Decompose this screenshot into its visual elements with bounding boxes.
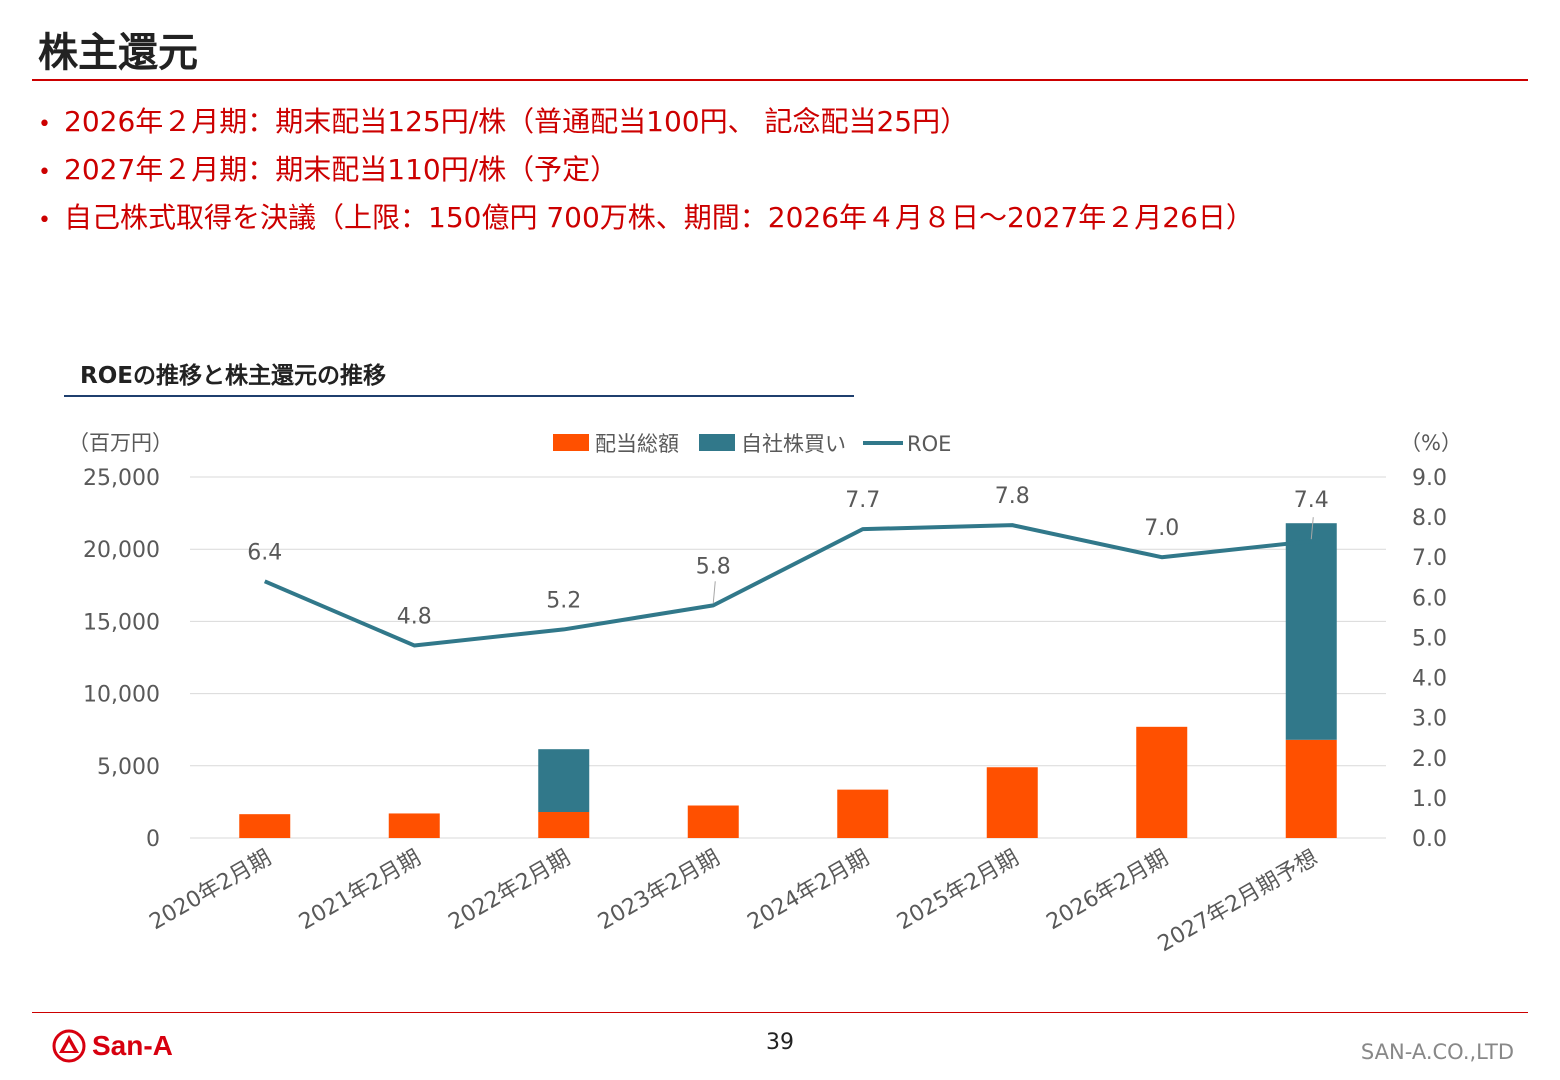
- roe-data-label: 5.2: [546, 588, 581, 613]
- bullet-text: 自己株式取得を決議（上限：150億円 700万株、期間：2026年４月８日～20…: [64, 201, 1254, 234]
- y-right-tick-label: 3.0: [1412, 707, 1447, 732]
- x-tick-label: 2023年2月期: [594, 846, 724, 936]
- roe-data-label: 6.4: [247, 540, 282, 565]
- title-divider: [32, 79, 1528, 81]
- y-right-tick-label: 6.0: [1412, 586, 1447, 611]
- x-tick-label: 2024年2月期: [743, 846, 873, 936]
- bar-dividend: [1285, 739, 1337, 838]
- bullet-item: • 2027年２月期：期末配当110円/株（予定）: [38, 148, 1254, 196]
- y-left-unit-label: （百万円）: [68, 431, 173, 455]
- company-logo: San-A: [52, 1028, 173, 1064]
- legend-label: ROE: [907, 432, 951, 456]
- y-left-tick-label: 5,000: [97, 755, 160, 780]
- legend-label: 配当総額: [595, 432, 679, 456]
- legend-label: 自社株買い: [741, 432, 846, 456]
- y-right-tick-label: 5.0: [1412, 626, 1447, 651]
- bullet-symbol: •: [38, 112, 51, 137]
- y-right-tick-label: 8.0: [1412, 506, 1447, 531]
- roe-label-leader: [712, 581, 716, 604]
- bar-dividend: [538, 812, 590, 838]
- bullet-item: • 2026年２月期：期末配当125円/株（普通配当100円、 記念配当25円）: [38, 100, 1254, 148]
- roe-data-label: 4.8: [397, 604, 432, 629]
- y-right-unit-label: （%）: [1400, 431, 1462, 455]
- legend-swatch: [553, 434, 589, 451]
- roe-data-label: 7.0: [1144, 516, 1179, 541]
- y-left-tick-label: 10,000: [83, 683, 160, 708]
- bullet-text: 2026年２月期：期末配当125円/株（普通配当100円、 記念配当25円）: [64, 105, 969, 138]
- company-name: SAN-A.CO.,LTD: [1360, 1040, 1514, 1064]
- chart-title-divider: [64, 395, 854, 397]
- roe-data-label: 7.4: [1294, 488, 1329, 513]
- x-tick-label: 2025年2月期: [893, 846, 1023, 936]
- roe-label-leader: [1310, 517, 1314, 540]
- bar-dividend: [687, 805, 739, 838]
- roe-data-label: 5.8: [696, 554, 731, 579]
- x-tick-label: 2026年2月期: [1042, 846, 1172, 936]
- roe-data-label: 7.8: [995, 484, 1030, 509]
- bar-dividend: [388, 813, 440, 838]
- y-left-tick-label: 25,000: [83, 466, 160, 491]
- y-left-tick-label: 15,000: [83, 610, 160, 635]
- bullet-list: • 2026年２月期：期末配当125円/株（普通配当100円、 記念配当25円） …: [38, 100, 1254, 244]
- bar-buyback: [538, 749, 590, 813]
- y-right-tick-label: 4.0: [1412, 667, 1447, 692]
- bullet-item: • 自己株式取得を決議（上限：150億円 700万株、期間：2026年４月８日～2…: [38, 196, 1254, 244]
- chart-title: ROEの推移と株主還元の推移: [80, 363, 386, 389]
- bar-dividend: [1136, 726, 1188, 838]
- x-tick-label: 2022年2月期: [444, 846, 574, 936]
- y-left-tick-label: 0: [146, 827, 160, 852]
- logo-mark-icon: [52, 1029, 86, 1063]
- y-right-tick-label: 1.0: [1412, 787, 1447, 812]
- logo-wordmark: San-A: [92, 1030, 173, 1061]
- bullet-symbol: •: [38, 160, 51, 185]
- y-right-tick-label: 2.0: [1412, 747, 1447, 772]
- bar-dividend: [239, 814, 291, 838]
- roe-data-label: 7.7: [845, 488, 880, 513]
- roe-line: [263, 523, 1312, 648]
- y-right-tick-label: 7.0: [1412, 546, 1447, 571]
- y-right-tick-label: 9.0: [1412, 466, 1447, 491]
- bar-dividend: [837, 789, 889, 838]
- bar-dividend: [986, 767, 1038, 838]
- y-left-tick-label: 20,000: [83, 538, 160, 563]
- bullet-symbol: •: [38, 208, 51, 233]
- page-number: 39: [766, 1030, 794, 1055]
- bar-buyback: [1285, 523, 1337, 740]
- page-title: 株主還元: [38, 30, 198, 76]
- bullet-text: 2027年２月期：期末配当110円/株（予定）: [64, 153, 619, 186]
- x-tick-label: 2020年2月期: [145, 846, 275, 936]
- legend-swatch: [699, 434, 735, 451]
- x-tick-label: 2021年2月期: [295, 846, 425, 936]
- y-right-tick-label: 0.0: [1412, 827, 1447, 852]
- x-tick-label: 2027年2月期予想: [1154, 846, 1322, 958]
- footer-divider: [32, 1012, 1528, 1013]
